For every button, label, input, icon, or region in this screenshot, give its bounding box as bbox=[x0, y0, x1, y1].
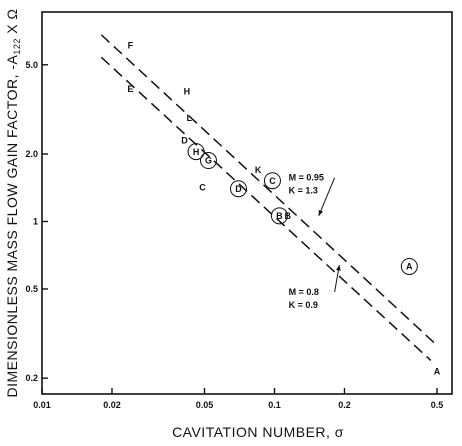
annotation-text-1-1: K = 0.9 bbox=[289, 300, 318, 310]
point-label-5: H bbox=[193, 147, 200, 157]
point-2: H bbox=[184, 87, 191, 97]
y-axis-title-tail: X Ω bbox=[4, 9, 20, 39]
y-tick-label-0: 0.2 bbox=[25, 373, 38, 383]
annotation-arrowhead-0 bbox=[318, 209, 324, 216]
point-label-10: D bbox=[235, 184, 242, 194]
trend-lines bbox=[100, 34, 438, 361]
annotation-leader-0 bbox=[318, 177, 336, 217]
point-7: C bbox=[199, 183, 206, 193]
annotation-text-1-0: M = 0.8 bbox=[289, 287, 319, 297]
point-circle-9 bbox=[263, 172, 281, 190]
point-8: K bbox=[255, 165, 262, 175]
annotation-text-0-0: M = 0.95 bbox=[289, 173, 324, 183]
line-annotations: M = 0.95 K = 1.3 M = 0.8 K = 0.9 bbox=[289, 173, 341, 310]
y-axis-title-subscript: 122 bbox=[12, 38, 22, 55]
y-axis-title: DIMENSIONLESS MASS FLOW GAIN FACTOR, -A1… bbox=[4, 9, 22, 398]
y-tick-label-1: 0.5 bbox=[25, 284, 38, 294]
point-circle-10 bbox=[229, 180, 247, 198]
plot-frame bbox=[41, 11, 453, 395]
x-tick-label-0: 0.01 bbox=[33, 400, 51, 410]
x-axis-title: CAVITATION NUMBER, σ bbox=[172, 424, 344, 440]
y-tick-label-2: 1 bbox=[33, 216, 38, 226]
point-label-11: B bbox=[276, 211, 283, 221]
point-label-14: A bbox=[434, 366, 441, 376]
axis-ticks: 0.01 0.02 0.05 0.1 0.2 0.5 0.2 0.5 1 2.0 5.0 bbox=[25, 60, 443, 410]
point-label-12: B bbox=[284, 211, 291, 221]
line-annotation-1: M = 0.8 K = 0.9 bbox=[289, 264, 341, 310]
dashed-line-1 bbox=[100, 56, 432, 361]
annotation-arrowhead-1 bbox=[336, 264, 341, 271]
y-axis-title-main: DIMENSIONLESS MASS FLOW GAIN FACTOR, -A bbox=[4, 54, 20, 397]
point-9: C bbox=[263, 172, 281, 190]
y-tick-label-3: 2.0 bbox=[25, 149, 38, 159]
x-tick-label-1: 0.02 bbox=[103, 400, 121, 410]
point-12: B bbox=[284, 211, 291, 221]
point-label-1: E bbox=[127, 84, 133, 94]
point-3: L bbox=[187, 113, 193, 123]
point-5: H bbox=[187, 143, 205, 161]
x-tick-label-4: 0.2 bbox=[338, 400, 351, 410]
point-label-2: H bbox=[184, 87, 191, 97]
x-tick-label-5: 0.5 bbox=[431, 400, 444, 410]
point-label-7: C bbox=[199, 183, 206, 193]
point-0: F bbox=[128, 41, 134, 51]
point-label-3: L bbox=[187, 113, 193, 123]
point-label-6: G bbox=[205, 156, 212, 166]
point-label-0: F bbox=[128, 41, 134, 51]
point-circle-5 bbox=[187, 143, 205, 161]
point-circle-11 bbox=[270, 207, 288, 225]
point-label-4: D bbox=[181, 136, 188, 146]
point-6: G bbox=[199, 152, 217, 170]
point-circle-6 bbox=[199, 152, 217, 170]
point-13: A bbox=[400, 257, 418, 275]
point-circle-13 bbox=[400, 257, 418, 275]
line-annotation-0: M = 0.95 K = 1.3 bbox=[289, 173, 336, 217]
point-14: A bbox=[434, 366, 441, 376]
point-4: D bbox=[181, 136, 188, 146]
point-label-13: A bbox=[406, 262, 413, 272]
annotation-text-0-1: K = 1.3 bbox=[289, 186, 318, 196]
x-tick-label-2: 0.05 bbox=[196, 400, 214, 410]
point-11: B bbox=[270, 207, 288, 225]
point-1: E bbox=[127, 84, 133, 94]
x-tick-label-3: 0.1 bbox=[268, 400, 281, 410]
point-label-9: C bbox=[269, 176, 276, 186]
point-10: D bbox=[229, 180, 247, 198]
dashed-line-0 bbox=[100, 34, 438, 346]
y-tick-label-4: 5.0 bbox=[25, 60, 38, 70]
point-label-8: K bbox=[255, 165, 262, 175]
